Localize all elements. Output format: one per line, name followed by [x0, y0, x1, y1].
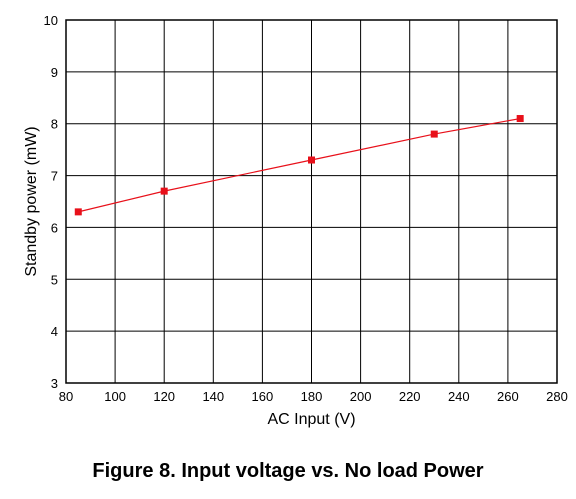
plot-border	[65, 19, 558, 384]
x-tick-labels: 80 100 120 140 160 180 200 220 240 260 280	[59, 389, 568, 404]
x-tick-label: 140	[202, 389, 224, 404]
series-line	[78, 117, 521, 213]
series	[74, 115, 524, 216]
x-tick-label: 280	[546, 389, 568, 404]
y-axis-title: Standby power (mW)	[23, 126, 40, 276]
data-point	[160, 187, 168, 195]
y-tick-label: 9	[51, 65, 58, 80]
x-tick-label: 80	[59, 389, 73, 404]
y-tick-label: 3	[51, 376, 58, 391]
x-tick-label: 200	[350, 389, 372, 404]
x-tick-label: 160	[252, 389, 274, 404]
y-tick-label: 10	[44, 13, 58, 28]
grid	[65, 19, 558, 384]
y-tick-label: 4	[51, 324, 58, 339]
x-tick-label: 180	[301, 389, 323, 404]
y-tick-label: 6	[51, 220, 58, 235]
figure-caption: Figure 8. Input voltage vs. No load Powe…	[92, 460, 484, 482]
x-axis-title: AC Input (V)	[267, 411, 355, 428]
x-tick-label: 260	[497, 389, 519, 404]
plot-frame	[65, 19, 558, 384]
data-point	[430, 130, 438, 138]
y-tick-labels: 3 4 5 6 7 8 9 10	[44, 13, 58, 391]
x-tick-label: 120	[153, 389, 175, 404]
chart: 80 100 120 140 160 180 200 220 240 260 280 3 4 5 6 7 8 9…	[23, 13, 568, 428]
y-tick-label: 7	[51, 169, 58, 184]
data-point	[74, 208, 82, 216]
data-point	[308, 156, 315, 164]
x-tick-label: 240	[448, 389, 470, 404]
data-point	[516, 115, 524, 123]
y-tick-label: 5	[51, 272, 58, 287]
y-tick-label: 8	[51, 117, 58, 132]
x-tick-label: 220	[399, 389, 421, 404]
x-tick-label: 100	[104, 389, 126, 404]
